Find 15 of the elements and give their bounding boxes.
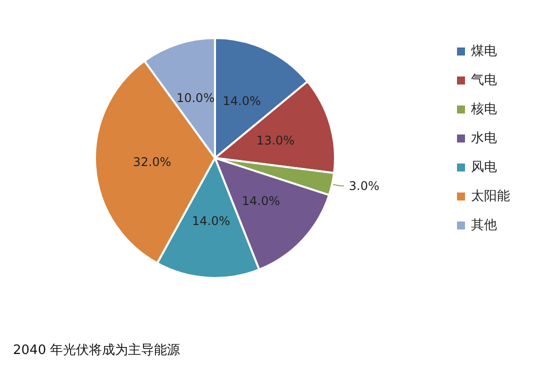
data-label: 10.0% (176, 91, 215, 106)
legend-label: 太阳能 (471, 189, 510, 204)
data-label: 3.0% (348, 178, 380, 193)
legend-label: 核电 (470, 102, 497, 117)
data-label: 13.0% (256, 133, 295, 148)
legend-label: 气电 (471, 73, 497, 88)
legend-label: 煤电 (471, 44, 497, 59)
data-label: 14.0% (222, 94, 261, 108)
legend-label: 其他 (471, 218, 497, 233)
data-label: 14.0% (242, 194, 280, 208)
data-label: 32.0% (133, 154, 172, 169)
text: 2040 年光伏将成为主导能源 (13, 342, 180, 358)
data-label: 14.0% (192, 214, 230, 228)
legend-label: 风电 (471, 160, 497, 175)
legend-label: 水电 (471, 131, 497, 146)
